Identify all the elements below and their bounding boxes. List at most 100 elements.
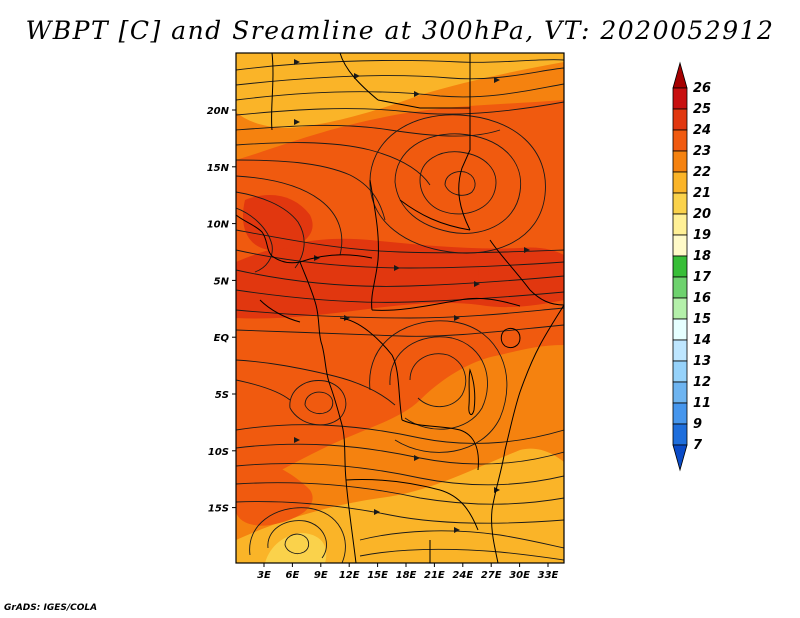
lake-tanganyika	[468, 368, 476, 416]
colorbar-swatch	[672, 360, 688, 383]
border	[369, 179, 379, 311]
coastline-west-africa	[236, 214, 301, 264]
field-strong-southwest	[236, 459, 313, 526]
colorbar-swatch	[672, 234, 688, 257]
streamline	[236, 159, 386, 221]
flow-arrow	[524, 247, 530, 253]
lat-tick-label: 10N	[207, 220, 230, 231]
lon-tick-label: 6E	[286, 570, 300, 581]
colorbar-label: 19	[693, 228, 711, 243]
streamline	[236, 175, 343, 256]
colorbar-label: 11	[693, 396, 711, 411]
lat-tick-label: 20N	[207, 106, 230, 117]
streamline	[394, 133, 522, 234]
border	[377, 53, 471, 109]
coastline-east-africa	[491, 304, 564, 563]
colorbar-label: 22	[693, 165, 711, 180]
streamline	[236, 379, 291, 401]
streamline	[409, 353, 467, 408]
colorbar-label: 25	[693, 102, 711, 117]
latitude-axis: 20N 15N 10N 5N EQ 5S 10S 15S	[207, 106, 236, 515]
map-title: WBPT [C] and Sreamline at 300hPa, VT: 20…	[25, 16, 775, 45]
streamline	[236, 289, 564, 303]
streamline	[359, 548, 564, 561]
colorbar-label: 26	[693, 81, 711, 96]
lon-tick-label: 30E	[509, 570, 530, 581]
streamline	[236, 249, 564, 269]
boundaries	[236, 53, 564, 563]
lake-victoria	[500, 327, 521, 349]
colorbar-swatch	[672, 381, 688, 404]
colorbar-label: 16	[693, 291, 711, 306]
flow-arrow	[474, 281, 480, 287]
colorbar-label: 18	[693, 249, 711, 264]
lon-tick-label: 27E	[481, 570, 502, 581]
map-frame	[235, 52, 565, 564]
lat-tick-label: 15S	[208, 504, 229, 515]
colorbar-top-arrow	[672, 61, 688, 89]
colorbar-label: 15	[693, 312, 711, 327]
streamline	[444, 171, 476, 196]
lat-tick-label: 5N	[214, 276, 230, 287]
flow-arrow	[354, 73, 360, 79]
flow-arrow	[314, 255, 320, 261]
flow-arrow	[294, 119, 300, 125]
colorbar-swatch	[672, 108, 688, 131]
streamline	[284, 533, 310, 555]
colorbar-swatch	[672, 255, 688, 278]
border	[259, 299, 301, 323]
lon-tick-label: 12E	[339, 570, 360, 581]
lon-tick-label: 9E	[314, 570, 328, 581]
colorbar-swatch	[672, 402, 688, 425]
streamline	[236, 191, 305, 269]
colorbar-label: 12	[693, 375, 711, 390]
streamline	[236, 424, 564, 444]
flow-arrow	[394, 265, 400, 271]
border	[399, 199, 471, 231]
lon-tick-label: 18E	[396, 570, 417, 581]
colorbar-label: 23	[693, 144, 711, 159]
colorbar: 26 25 24 23 22 21 20 19 18 17 16 15 14 13 12 11 9 7	[672, 61, 712, 472]
field-pale-south	[236, 448, 564, 563]
flow-arrow	[414, 91, 420, 97]
longitude-axis: 3E 6E 9E 12E 15E 18E 21E 24E 27E 30E 33E	[257, 563, 559, 581]
lon-tick-label: 3E	[257, 570, 271, 581]
streamline	[304, 391, 334, 415]
flow-arrow	[494, 77, 500, 83]
colorbar-swatch	[672, 276, 688, 299]
field-yellow-south	[265, 533, 327, 563]
colorbar-label: 13	[693, 354, 711, 369]
streamline	[236, 83, 564, 101]
colorbar-swatch	[672, 171, 688, 194]
colorbar-swatch	[672, 87, 688, 110]
colorbar-label: 9	[693, 417, 702, 432]
colorbar-swatch	[672, 192, 688, 215]
colorbar-swatch	[672, 129, 688, 152]
streamline	[236, 324, 564, 337]
streamline	[236, 269, 564, 287]
flow-arrow	[454, 527, 460, 533]
lon-tick-label: 21E	[424, 570, 445, 581]
border	[299, 254, 373, 263]
flow-arrow	[294, 59, 300, 65]
border	[271, 53, 274, 131]
flow-arrow	[374, 509, 380, 515]
streamline	[267, 520, 327, 559]
flow-arrow	[454, 315, 460, 321]
coastline-gulf	[299, 261, 357, 563]
streamline	[289, 380, 347, 426]
streamline	[236, 359, 396, 406]
streamline	[236, 482, 564, 505]
lon-tick-label: 15E	[367, 570, 388, 581]
lon-tick-label: 24E	[452, 570, 473, 581]
streamlines	[236, 59, 564, 563]
streamline	[236, 207, 273, 273]
streamline	[236, 142, 431, 186]
flow-arrow	[344, 315, 350, 321]
streamline	[236, 101, 564, 116]
lat-tick-label: 15N	[207, 163, 230, 174]
border	[458, 108, 471, 231]
streamline	[236, 307, 564, 319]
border	[489, 239, 564, 306]
credit-text: GrADS: IGES/COLA	[4, 603, 98, 613]
